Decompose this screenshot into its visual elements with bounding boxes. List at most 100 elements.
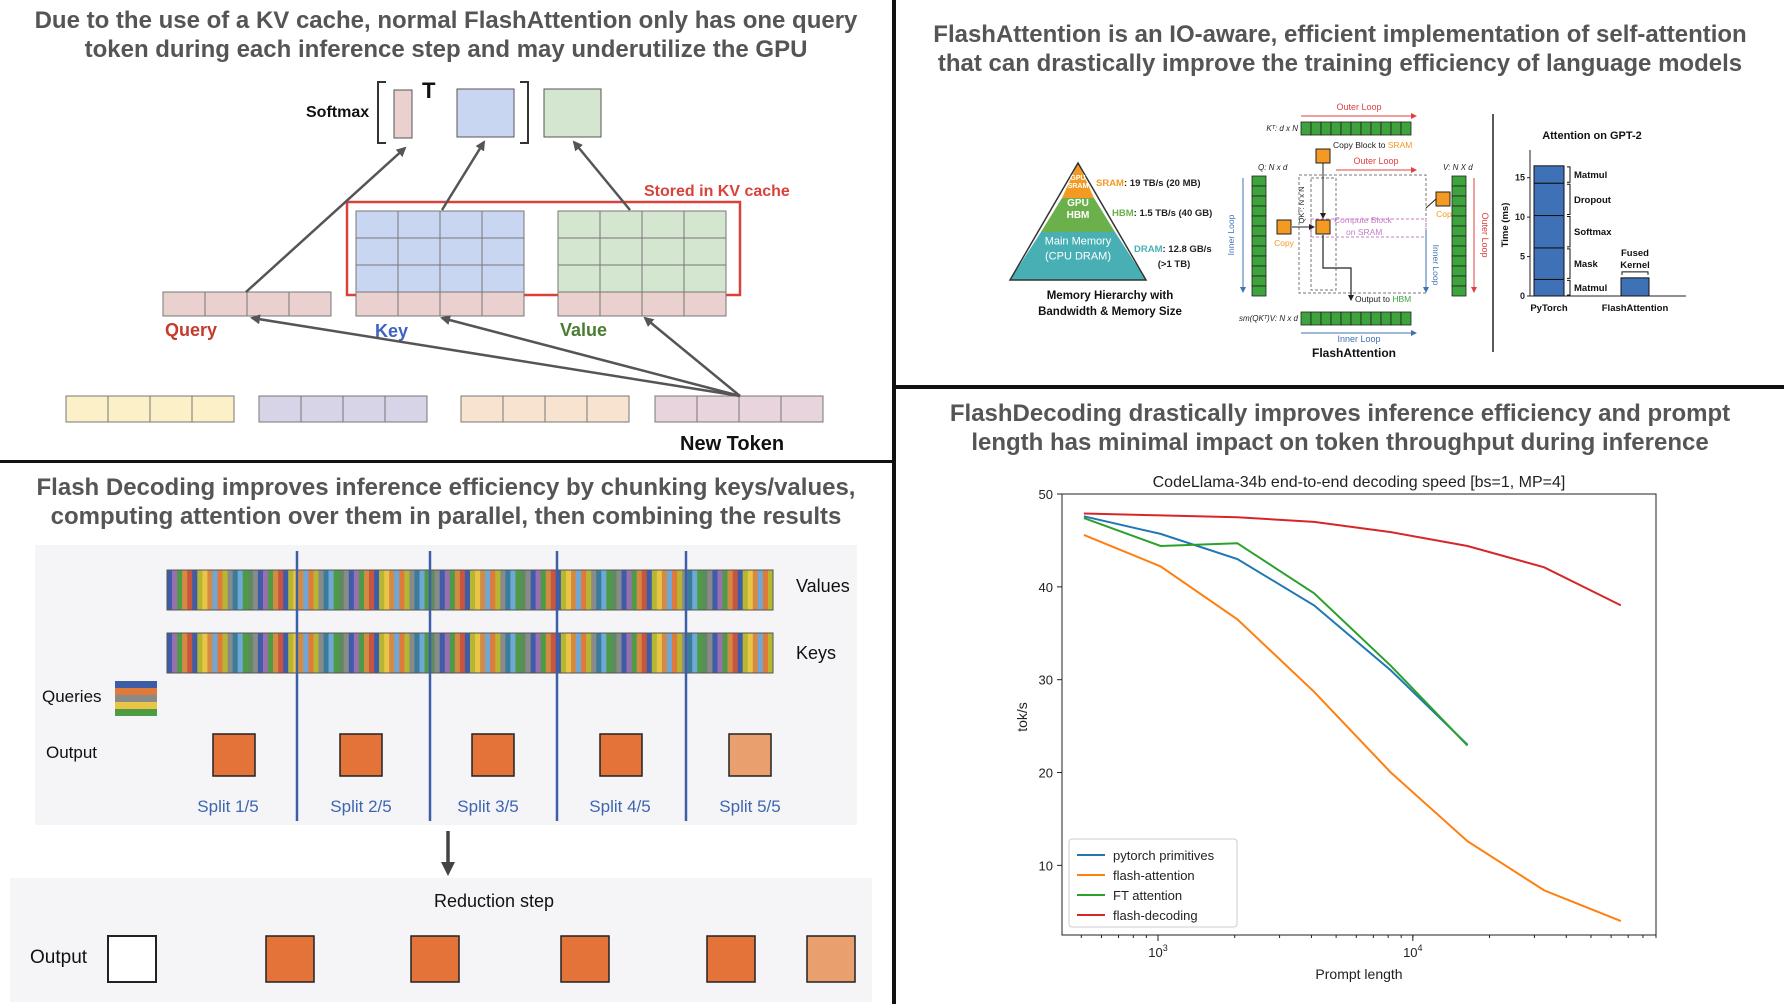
title-line-2: length has minimal impact on token throu… (971, 429, 1709, 456)
stripe-cell (247, 633, 254, 673)
gpt2-category-label: FlashAttention (1602, 303, 1669, 314)
token-cell (342, 395, 386, 423)
stripe-cell (439, 633, 446, 673)
stripe-cell (490, 570, 496, 610)
stripe-cell (697, 570, 703, 610)
stripe-cell (358, 570, 365, 610)
stripe-cell (495, 570, 501, 610)
stripe-border (166, 569, 774, 611)
pyramid-dram-layer (1010, 232, 1146, 280)
stripe-cell (475, 570, 481, 610)
stripe-cell (596, 570, 602, 610)
gpt2-segment (1533, 247, 1565, 280)
stripe-cell (283, 633, 289, 673)
split-label: Split 5/5 (719, 797, 780, 816)
arrow-new-token-to-key (440, 315, 741, 398)
stripe-cell (591, 570, 597, 610)
stripe-cell (717, 633, 723, 673)
stripe-cell (651, 570, 658, 610)
stripe-cell (520, 633, 526, 673)
stripe-cell (586, 570, 592, 610)
gpt2-segment (1533, 215, 1565, 249)
stripe-cell (464, 633, 471, 673)
gpt2-segment (1533, 165, 1565, 184)
stripe-cell (353, 633, 360, 673)
stripe-cell (217, 633, 223, 673)
stripe-cell (762, 633, 769, 673)
panel-decoding-chart: FlashDecoding drastically improves infer… (896, 389, 1784, 1004)
stripe-cell (692, 570, 698, 610)
stripe-cell (429, 633, 435, 673)
kt-block (1330, 121, 1342, 136)
panel-title: FlashAttention is an IO-aware, efficient… (896, 20, 1784, 78)
stripe-cell (424, 633, 430, 673)
stripe-cell (540, 570, 547, 610)
key-cache-cell (355, 264, 399, 293)
reduction-step-label: Reduction step (434, 891, 554, 911)
v-block (1451, 245, 1467, 257)
softmax-value-box (543, 88, 602, 138)
stripe-cell (500, 570, 506, 610)
output-block (1330, 311, 1342, 326)
gpt2-flash-bar (1620, 277, 1650, 297)
x-tick-label: 103 (1148, 943, 1167, 960)
stripe-cell (379, 633, 385, 673)
q-block (1251, 285, 1267, 297)
stored-in-kv-cache-label: Stored in KV cache (644, 183, 790, 200)
query-strip (115, 695, 157, 702)
stripe-cell (555, 570, 562, 610)
value-cache-grid (557, 210, 727, 293)
stripe-cell (323, 570, 329, 610)
x-tick-exp: 4 (1418, 943, 1423, 953)
stripe-cell (222, 633, 228, 673)
new-token-cell (738, 395, 782, 423)
stripe-cell (722, 570, 728, 610)
new-token-cell (780, 395, 824, 423)
stripe-cell (560, 570, 567, 610)
stripe-cell (348, 633, 355, 673)
stripe-cell (409, 633, 415, 673)
stripe-cell (217, 570, 223, 610)
value-cache-cell (599, 210, 643, 239)
x-tick-label: 104 (1403, 943, 1422, 960)
memory-caption-2: Bandwidth & Memory Size (1038, 306, 1182, 318)
split-output-box (728, 733, 772, 777)
key-cache-cell (439, 237, 483, 266)
values-label: Values (796, 576, 850, 596)
query-cell (162, 291, 206, 317)
stripe-cell (298, 633, 304, 673)
stripe-cell (646, 570, 653, 610)
kt-block (1320, 121, 1332, 136)
partial-result-box (706, 935, 756, 983)
stripe-cell (535, 633, 541, 673)
stripe-cell (555, 633, 562, 673)
stripe-cell (586, 633, 592, 673)
y-tick-label: 40 (1039, 580, 1053, 595)
outer-loop-right-label: Outer Loop (1480, 212, 1490, 257)
dram-spec: DRAM: 12.8 GB/s (1134, 244, 1212, 255)
stripe-cell (576, 633, 582, 673)
stripe-cell (308, 633, 314, 673)
stripe-cell (459, 570, 466, 610)
stripe-cell (434, 570, 440, 610)
stripe-border (166, 632, 774, 674)
stripe-cell (560, 633, 567, 673)
stripe-cell (661, 570, 668, 610)
split-output-box (339, 733, 383, 777)
stripe-cell (530, 570, 536, 610)
stripe-cell (232, 570, 238, 610)
split-labels: Split 1/5 Split 2/5 Split 3/5 Split 4/5 Spli… (197, 797, 780, 816)
stripe-cell (247, 570, 254, 610)
stripe-cell (631, 570, 637, 610)
hbm-spec: HBM: 1.5 TB/s (40 GB) (1112, 208, 1212, 219)
series-line (1083, 512, 1622, 607)
title-line-2: that can drastically improve the trainin… (937, 50, 1743, 77)
v-block (1451, 175, 1467, 187)
gpt2-chart: 0 5 10 15 Matmul Mask Softmax Dropout Matmul Fuse… (1515, 150, 1686, 314)
stripe-cell (636, 633, 642, 673)
key-new-cell (397, 291, 441, 317)
value-cache-cell (599, 237, 643, 266)
new-token-cell (654, 395, 698, 423)
v-block (1451, 275, 1467, 287)
